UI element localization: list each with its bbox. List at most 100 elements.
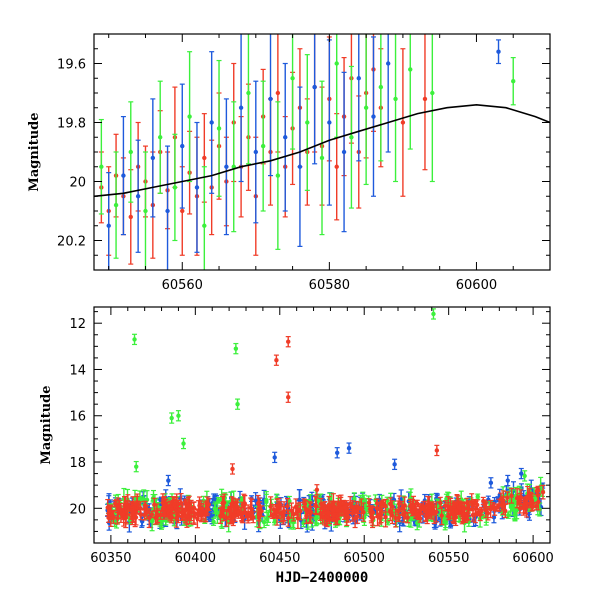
band-point-red: [360, 502, 366, 522]
y-tick-label: 14: [69, 363, 86, 378]
data-point-green: [510, 56, 516, 106]
band-point-red: [380, 499, 386, 508]
band-point-red: [332, 500, 338, 514]
band-point-red: [451, 500, 457, 507]
x-tick-label: 60400: [175, 551, 216, 566]
outlier-point-red: [314, 484, 320, 496]
data-point-red: [422, 34, 428, 171]
y-tick-label: 16: [69, 410, 86, 425]
data-point-blue: [223, 98, 229, 236]
band-point-red: [405, 511, 411, 524]
band-point-green: [261, 516, 267, 529]
data-point-green: [201, 166, 207, 270]
band-point-red: [481, 499, 487, 510]
band-point-red: [229, 496, 235, 513]
data-point-red: [400, 48, 406, 197]
y-tick-label: 20: [69, 176, 86, 191]
top-panel: 60560 60580 60600 19.6 19.8 20 20.2 Magnitude: [27, 33, 551, 293]
band-point-red: [191, 501, 197, 514]
data-point-blue: [268, 34, 274, 177]
data-point-green: [275, 101, 281, 250]
band-point-red: [455, 495, 461, 516]
band-point-red: [351, 506, 357, 514]
band-point-red: [220, 495, 226, 511]
band-point-red: [280, 510, 286, 523]
data-point-green: [187, 51, 193, 183]
data-point-green: [231, 101, 237, 233]
band-point-red: [457, 501, 463, 516]
data-point-green: [348, 65, 354, 209]
band-point-red: [285, 497, 291, 515]
band-point-red: [221, 510, 227, 522]
data-point-blue: [356, 34, 362, 162]
band-point-red: [524, 495, 530, 518]
data-point-green: [334, 34, 340, 138]
top-y-axis-title: Magnitude: [27, 112, 42, 191]
outlier-point-blue: [334, 447, 340, 459]
band-point-red: [108, 505, 114, 518]
band-point-red: [465, 500, 471, 511]
band-point-red: [540, 484, 546, 500]
outlier-point-red: [229, 463, 235, 475]
band-point-red: [533, 501, 539, 511]
band-point-red: [161, 510, 167, 520]
data-point-green: [245, 34, 251, 165]
outlier-point-red: [285, 336, 291, 348]
data-point-green: [393, 34, 399, 183]
band-point-blue: [491, 511, 497, 524]
band-point-red: [368, 505, 374, 524]
data-point-green: [142, 151, 148, 270]
bottom-data-points: [105, 308, 546, 533]
band-point-red: [471, 499, 477, 505]
band-point-red: [248, 510, 254, 521]
band-point-red: [447, 497, 453, 519]
data-point-blue: [209, 51, 215, 194]
x-tick-label: 60500: [344, 551, 385, 566]
band-point-red: [410, 506, 416, 515]
band-point-red: [155, 508, 161, 524]
band-point-green: [211, 517, 217, 526]
band-point-red: [320, 502, 326, 513]
y-tick-label: 18: [69, 456, 86, 471]
x-tick-label: 60600: [512, 551, 553, 566]
data-point-blue: [238, 34, 244, 183]
band-point-red: [142, 500, 148, 510]
band-point-red: [232, 509, 238, 522]
band-point-red: [121, 508, 127, 527]
band-point-red: [198, 502, 204, 521]
band-point-green: [475, 493, 481, 500]
data-point-blue: [326, 39, 332, 206]
x-tick-label: 60580: [309, 278, 350, 293]
outlier-point-green: [175, 410, 181, 422]
band-point-red: [169, 513, 175, 522]
band-point-red: [303, 507, 309, 525]
data-point-green: [98, 118, 104, 215]
band-point-red: [125, 500, 131, 516]
band-point-red: [417, 514, 423, 523]
y-tick-label: 20.2: [57, 235, 86, 250]
y-tick-label: 20: [69, 502, 86, 517]
outlier-point-blue: [488, 477, 494, 489]
band-point-red: [534, 486, 540, 495]
band-point-red: [338, 500, 344, 517]
band-point-red: [407, 501, 413, 511]
data-point-green: [157, 80, 163, 194]
outlier-point-blue: [518, 467, 524, 480]
band-point-red: [182, 509, 188, 524]
band-point-red: [433, 501, 439, 523]
band-point-red: [175, 507, 181, 517]
top-data-points: [98, 34, 516, 270]
outlier-point-blue: [346, 442, 352, 454]
top-x-tick-labels: 60560 60580 60600: [162, 278, 498, 293]
data-point-blue: [496, 39, 502, 65]
outlier-point-blue: [505, 474, 511, 487]
data-point-blue: [385, 34, 391, 153]
bottom-x-tick-labels: 60350 60400 60450 60500 60550 60600: [90, 551, 554, 566]
band-point-red: [485, 505, 491, 521]
band-point-red: [529, 493, 535, 512]
data-point-green: [290, 34, 296, 150]
band-point-red: [423, 500, 429, 523]
data-point-green: [378, 34, 384, 162]
band-point-red: [149, 510, 155, 519]
y-tick-label: 19.6: [57, 58, 86, 73]
